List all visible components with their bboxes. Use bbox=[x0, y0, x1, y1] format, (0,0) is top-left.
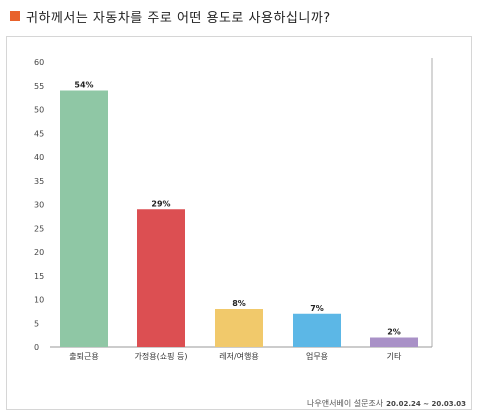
bar bbox=[215, 309, 263, 347]
y-tick-label: 35 bbox=[34, 177, 44, 186]
y-tick-label: 10 bbox=[34, 296, 44, 305]
category-label: 레저/여행용 bbox=[219, 351, 259, 361]
value-label: 7% bbox=[310, 304, 324, 313]
value-labels: 54% 29% 8% 7% 2% bbox=[74, 81, 400, 337]
value-label: 2% bbox=[387, 328, 401, 337]
category-labels: 출퇴근용 가정용(쇼핑 등) 레저/여행용 업무용 기타 bbox=[69, 351, 402, 361]
y-tick-labels: 0 5 10 15 20 25 30 35 40 45 50 55 60 bbox=[34, 58, 44, 352]
value-label: 54% bbox=[74, 81, 93, 90]
bar bbox=[370, 337, 418, 347]
y-tick-label: 45 bbox=[34, 129, 44, 138]
source-footer: 나우앤서베이 설문조사 20.02.24 ~ 20.03.03 bbox=[307, 398, 466, 409]
title-marker-icon bbox=[10, 11, 20, 21]
y-tick-label: 20 bbox=[34, 248, 44, 257]
bar bbox=[293, 313, 341, 347]
y-tick-label: 60 bbox=[34, 58, 44, 67]
value-label: 29% bbox=[151, 199, 170, 208]
y-tick-label: 0 bbox=[34, 343, 39, 352]
y-tick-label: 15 bbox=[34, 272, 44, 281]
y-tick-label: 25 bbox=[34, 224, 44, 233]
bar bbox=[60, 90, 108, 347]
category-label: 출퇴근용 bbox=[69, 351, 98, 361]
chart-panel bbox=[6, 36, 472, 410]
category-label: 기타 bbox=[387, 352, 402, 361]
y-tick-label: 5 bbox=[34, 319, 39, 328]
y-tick-label: 30 bbox=[34, 201, 44, 210]
chart-title: 귀하께서는 자동차를 주로 어떤 용도로 사용하십니까? bbox=[26, 10, 331, 26]
source-text: 나우앤서베이 설문조사 bbox=[307, 399, 384, 408]
survey-dates: 20.02.24 ~ 20.03.03 bbox=[386, 400, 466, 408]
category-label: 가정용(쇼핑 등) bbox=[135, 351, 188, 361]
category-label: 업무용 bbox=[306, 352, 328, 361]
value-label: 8% bbox=[232, 299, 246, 308]
bar bbox=[137, 209, 185, 347]
y-tick-label: 50 bbox=[34, 106, 44, 115]
title-row: 귀하께서는 자동차를 주로 어떤 용도로 사용하십니까? bbox=[10, 6, 331, 26]
bars bbox=[60, 90, 418, 347]
y-tick-label: 40 bbox=[34, 153, 44, 162]
y-tick-label: 55 bbox=[34, 82, 44, 91]
